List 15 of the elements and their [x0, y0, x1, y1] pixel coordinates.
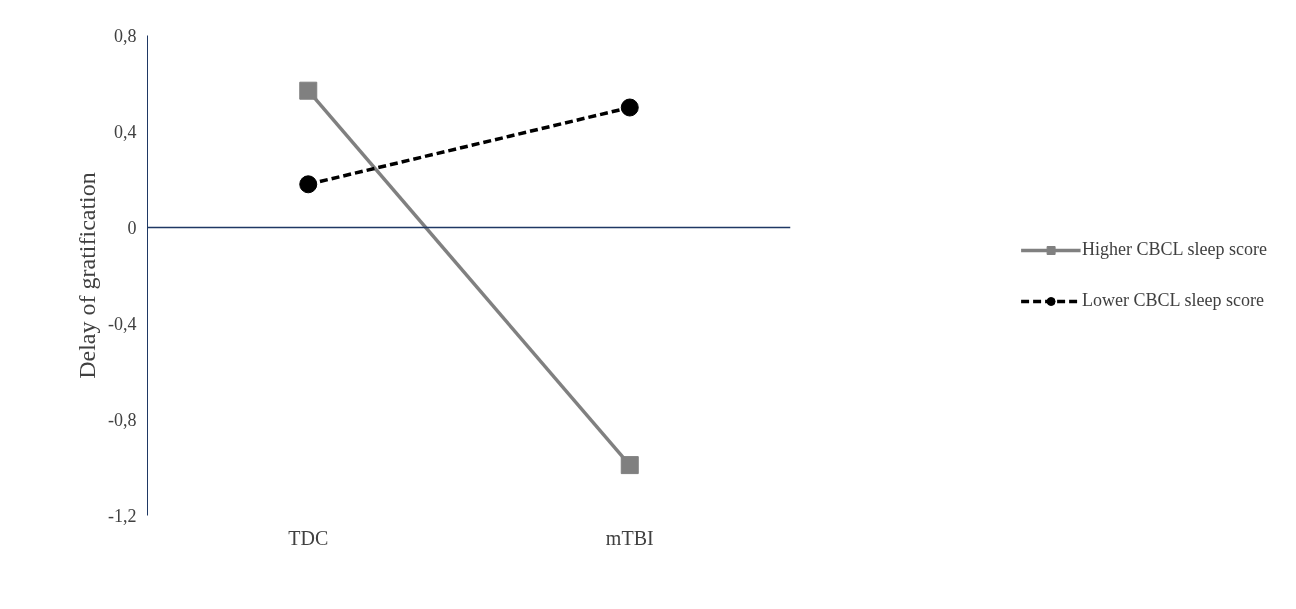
y-axis-title: Delay of gratification: [74, 172, 101, 379]
y-tick-label: 0,4: [114, 122, 137, 142]
point: [620, 98, 639, 117]
x-tick-label: TDC: [288, 526, 329, 549]
point: [299, 81, 318, 100]
point: [620, 456, 639, 475]
point: [299, 175, 318, 194]
y-tick-label: -1,2: [108, 506, 137, 526]
y-tick-label: -0,8: [108, 410, 137, 430]
x-tick-label: mTBI: [605, 526, 654, 549]
y-tick-label: 0,8: [114, 26, 137, 46]
y-tick-label: 0: [127, 218, 137, 238]
legend-label: Lower CBCL sleep score: [1082, 290, 1264, 311]
y-tick-label: -0,4: [108, 314, 137, 334]
legend-label: Higher CBCL sleep score: [1082, 239, 1267, 260]
